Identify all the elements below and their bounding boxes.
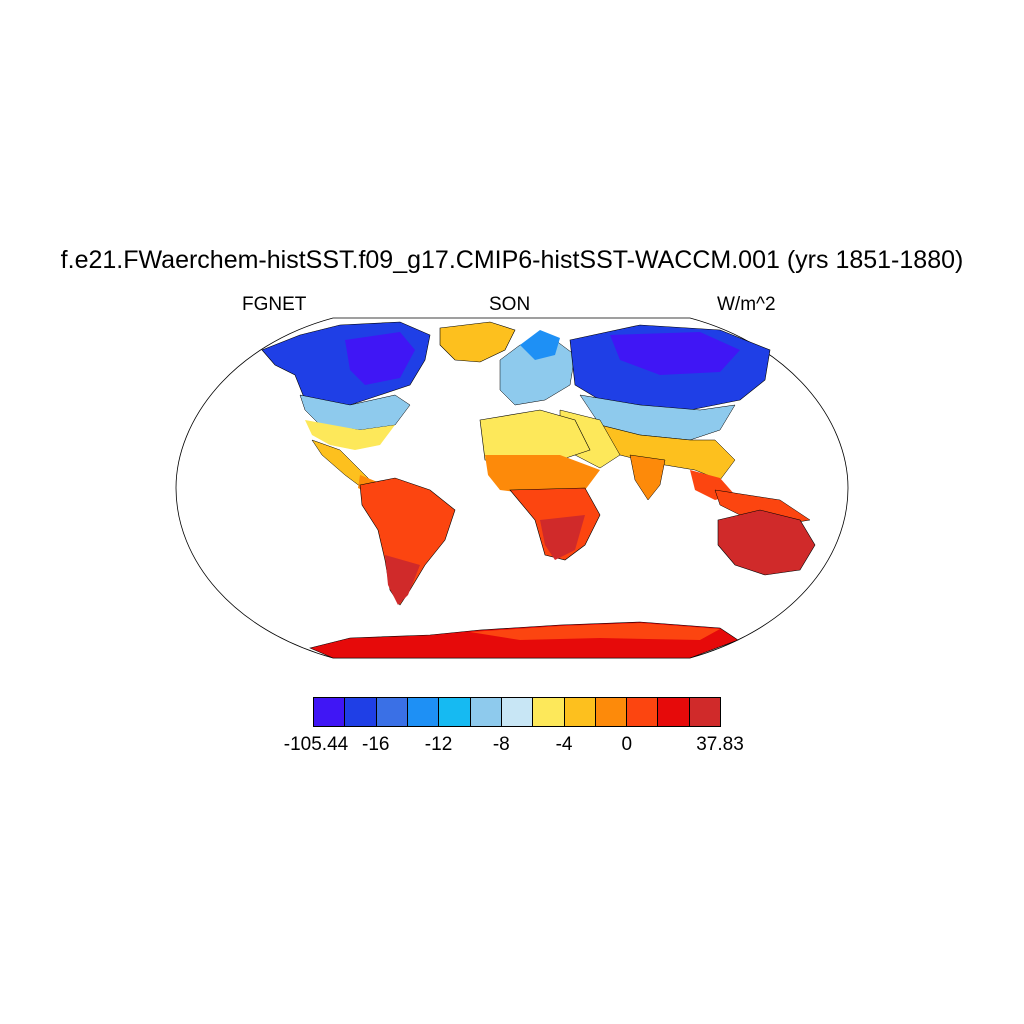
colorbar-box xyxy=(595,698,628,726)
colorbar-box xyxy=(407,698,440,726)
colorbar-box xyxy=(689,698,721,726)
greenland xyxy=(439,321,516,363)
scandinavia xyxy=(520,330,560,360)
africa-sahel xyxy=(485,455,600,495)
units-label: W/m^2 xyxy=(717,294,776,315)
season-label: SON xyxy=(489,294,531,315)
colorbar-box xyxy=(470,698,502,726)
colorbar-tick-label: 0 xyxy=(621,734,633,755)
colorbar-box xyxy=(501,698,534,726)
colorbar-tick-label: -4 xyxy=(555,734,573,755)
colorbar-box xyxy=(345,698,377,726)
siberia-core xyxy=(610,332,740,375)
colorbar-tick-label: -16 xyxy=(362,734,390,755)
australia xyxy=(717,509,816,576)
colorbar-box xyxy=(627,698,659,726)
colorbar-tick-label: 37.83 xyxy=(696,734,744,755)
colorbar-box xyxy=(376,698,408,726)
north-america-south xyxy=(305,420,395,450)
colorbar-box xyxy=(564,698,596,726)
india xyxy=(629,454,666,501)
variable-label: FGNET xyxy=(242,294,307,315)
colorbar-box xyxy=(533,698,565,726)
colorbar-tick-label: -105.44 xyxy=(283,734,349,755)
colorbar-box xyxy=(439,698,471,726)
south-america-south xyxy=(385,555,420,605)
southern-africa xyxy=(540,515,585,560)
colorbar xyxy=(313,697,721,727)
canada-core xyxy=(345,332,415,385)
colorbar-tick-label: -8 xyxy=(492,734,510,755)
antarctica-coast xyxy=(470,623,720,640)
colorbar-box xyxy=(658,698,690,726)
map-title: f.e21.FWaerchem-histSST.f09_g17.CMIP6-hi… xyxy=(60,246,964,274)
colorbar-box xyxy=(314,698,346,726)
colorbar-tick-label: -12 xyxy=(424,734,453,755)
